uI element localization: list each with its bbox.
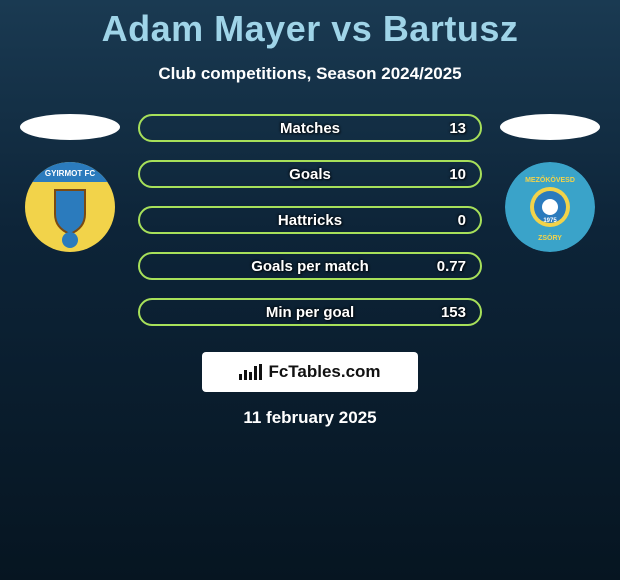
right-side: MEZŐKÖVESD ZSÓRY 1975 — [490, 114, 610, 252]
club-badge-left: GYIRMOT FC — [25, 162, 115, 252]
stat-value-right: 10 — [449, 166, 466, 183]
brand-text: FcTables.com — [268, 362, 380, 382]
svg-text:MEZŐKÖVESD: MEZŐKÖVESD — [525, 175, 575, 184]
stat-value-right: 0.77 — [437, 258, 466, 275]
stats-container: Matches 13 Goals 10 Hattricks 0 Goals per matc… — [138, 114, 482, 326]
stat-value-right: 13 — [449, 120, 466, 137]
stat-label: Goals — [289, 166, 331, 183]
svg-text:GYIRMOT FC: GYIRMOT FC — [45, 169, 95, 178]
page-title: Adam Mayer vs Bartusz — [102, 8, 519, 50]
stat-value-right: 153 — [441, 304, 466, 321]
player1-photo-placeholder — [20, 114, 120, 140]
club-right-icon: MEZŐKÖVESD ZSÓRY 1975 — [505, 162, 595, 252]
main-row: GYIRMOT FC Matches 13 Goals 10 Hattricks 0 Goa… — [0, 114, 620, 326]
stat-row: Goals per match 0.77 — [138, 252, 482, 280]
club-left-icon: GYIRMOT FC — [25, 162, 115, 252]
svg-text:ZSÓRY: ZSÓRY — [538, 233, 562, 242]
brand-box: FcTables.com — [202, 352, 418, 392]
stat-label: Hattricks — [278, 212, 342, 229]
player2-photo-placeholder — [500, 114, 600, 140]
stat-row: Goals 10 — [138, 160, 482, 188]
stat-row: Min per goal 153 — [138, 298, 482, 326]
title-player1: Adam Mayer — [102, 8, 321, 49]
stat-label: Min per goal — [266, 304, 354, 321]
title-player2: Bartusz — [383, 8, 519, 49]
stat-value-right: 0 — [458, 212, 466, 229]
left-side: GYIRMOT FC — [10, 114, 130, 252]
brand-chart-icon — [239, 364, 262, 380]
stat-row: Hattricks 0 — [138, 206, 482, 234]
date-text: 11 february 2025 — [243, 408, 376, 428]
club-badge-right: MEZŐKÖVESD ZSÓRY 1975 — [505, 162, 595, 252]
subtitle: Club competitions, Season 2024/2025 — [158, 64, 461, 84]
svg-text:1975: 1975 — [543, 218, 557, 224]
stat-row: Matches 13 — [138, 114, 482, 142]
stat-label: Goals per match — [251, 258, 369, 275]
stat-label: Matches — [280, 120, 340, 137]
title-vs: vs — [331, 8, 372, 49]
